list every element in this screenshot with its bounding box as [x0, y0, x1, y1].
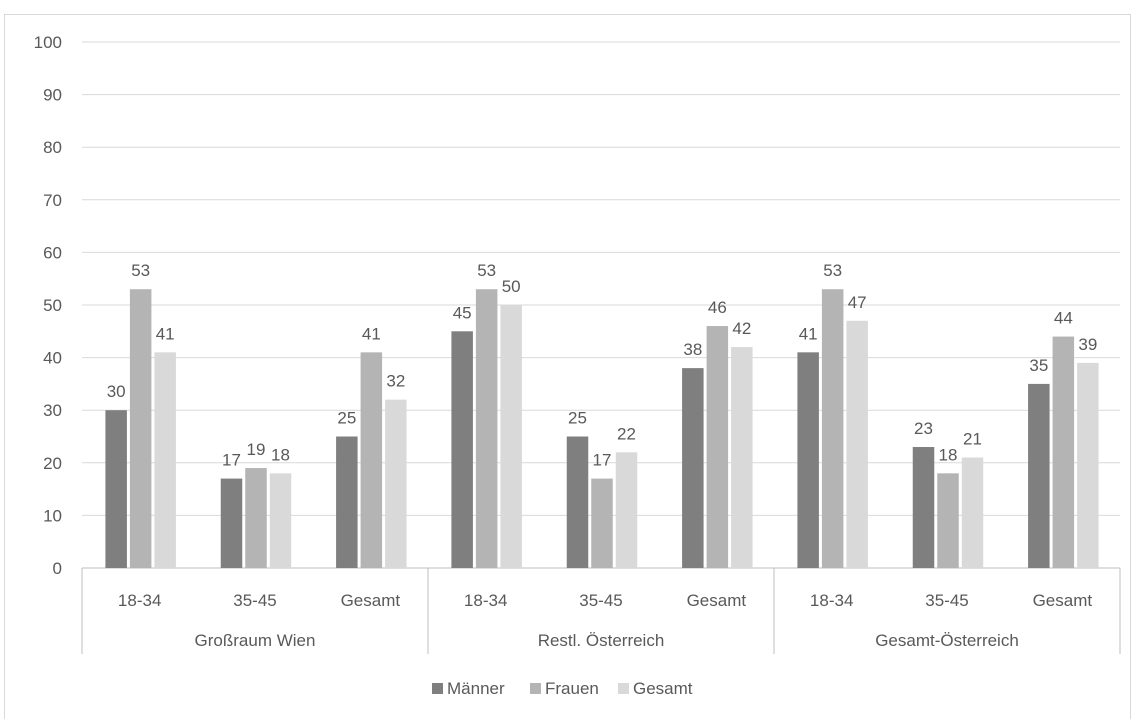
y-tick-label: 90 [43, 86, 62, 105]
bar [154, 352, 176, 568]
data-label: 35 [1029, 356, 1048, 375]
data-label: 39 [1078, 335, 1097, 354]
data-label: 17 [593, 451, 612, 470]
data-label: 47 [848, 293, 867, 312]
data-label: 53 [477, 261, 496, 280]
data-label: 46 [708, 298, 727, 317]
bar [105, 410, 127, 568]
x-tick-label: Gesamt [341, 591, 401, 610]
y-tick-label: 20 [43, 454, 62, 473]
data-label: 44 [1054, 309, 1073, 328]
x-tick-label: Gesamt [687, 591, 747, 610]
bar [1052, 336, 1075, 568]
data-label: 17 [222, 451, 241, 470]
legend-label: Frauen [545, 679, 599, 698]
y-tick-label: 30 [43, 401, 62, 420]
data-label: 42 [732, 319, 751, 338]
group-label: Restl. Österreich [538, 631, 665, 650]
bar [1028, 383, 1050, 568]
group-label: Großraum Wien [195, 631, 316, 650]
legend-swatch [530, 683, 541, 694]
data-label: 30 [107, 382, 126, 401]
data-label: 41 [799, 324, 818, 343]
y-tick-label: 0 [53, 559, 62, 578]
data-label: 22 [617, 424, 636, 443]
x-tick-label: 18-34 [464, 591, 507, 610]
data-label: 18 [271, 445, 290, 464]
data-label: 18 [939, 445, 958, 464]
data-labels: 30 53 41 17 19 18 25 41 32 45 53 50 25 17 22 38 46 42 41 53… [107, 261, 1098, 469]
legend-swatch [618, 683, 629, 694]
data-label: 41 [362, 324, 381, 343]
y-tick-label: 100 [34, 33, 62, 52]
bars [105, 289, 1099, 568]
data-label: 23 [914, 419, 933, 438]
bar [961, 457, 984, 568]
legend-swatch [432, 683, 443, 694]
bar [475, 289, 498, 568]
data-label: 19 [247, 440, 266, 459]
bar [821, 289, 844, 568]
bar [360, 352, 383, 568]
legend-label: Männer [447, 679, 505, 698]
y-axis-ticks: 0 10 20 30 40 50 60 70 80 90 100 [34, 33, 62, 578]
bar [937, 473, 959, 568]
data-label: 38 [683, 340, 702, 359]
data-label: 53 [823, 261, 842, 280]
y-tick-label: 40 [43, 349, 62, 368]
bar [245, 468, 267, 568]
bar [566, 436, 589, 568]
bar [731, 347, 753, 568]
x-tick-label: 35-45 [579, 591, 622, 610]
bar [591, 478, 613, 568]
y-tick-label: 80 [43, 138, 62, 157]
data-label: 53 [131, 261, 150, 280]
x-tick-label: 18-34 [810, 591, 853, 610]
bar [706, 326, 729, 568]
y-tick-label: 10 [43, 506, 62, 525]
bar [336, 436, 358, 568]
chart-frame [4, 14, 1131, 719]
data-label: 50 [502, 277, 521, 296]
legend: Männer Frauen Gesamt [432, 679, 693, 698]
data-label: 25 [568, 409, 587, 428]
bar [797, 352, 819, 568]
bar [912, 447, 935, 568]
bar [129, 289, 152, 568]
y-tick-label: 70 [43, 191, 62, 210]
x-axis: 18-34 35-45 Gesamt 18-34 35-45 Gesamt 18-34 35-… [81, 568, 1121, 654]
bar [451, 331, 473, 568]
x-tick-label: Gesamt [1033, 591, 1093, 610]
group-label: Gesamt-Österreich [875, 631, 1019, 650]
y-tick-label: 60 [43, 243, 62, 262]
data-label: 41 [156, 324, 175, 343]
data-label: 21 [963, 430, 982, 449]
data-label: 32 [386, 372, 405, 391]
bar [682, 368, 704, 568]
y-tick-label: 50 [43, 296, 62, 315]
legend-label: Gesamt [633, 679, 693, 698]
bar [385, 399, 407, 568]
bar [500, 305, 522, 568]
x-tick-label: 35-45 [233, 591, 276, 610]
bar [220, 478, 243, 568]
data-label: 45 [453, 303, 472, 322]
bar [1077, 362, 1099, 568]
x-tick-label: 18-34 [118, 591, 161, 610]
data-label: 25 [337, 409, 356, 428]
bar [269, 473, 292, 568]
x-tick-label: 35-45 [925, 591, 968, 610]
bar [615, 452, 638, 568]
bar [846, 320, 868, 568]
